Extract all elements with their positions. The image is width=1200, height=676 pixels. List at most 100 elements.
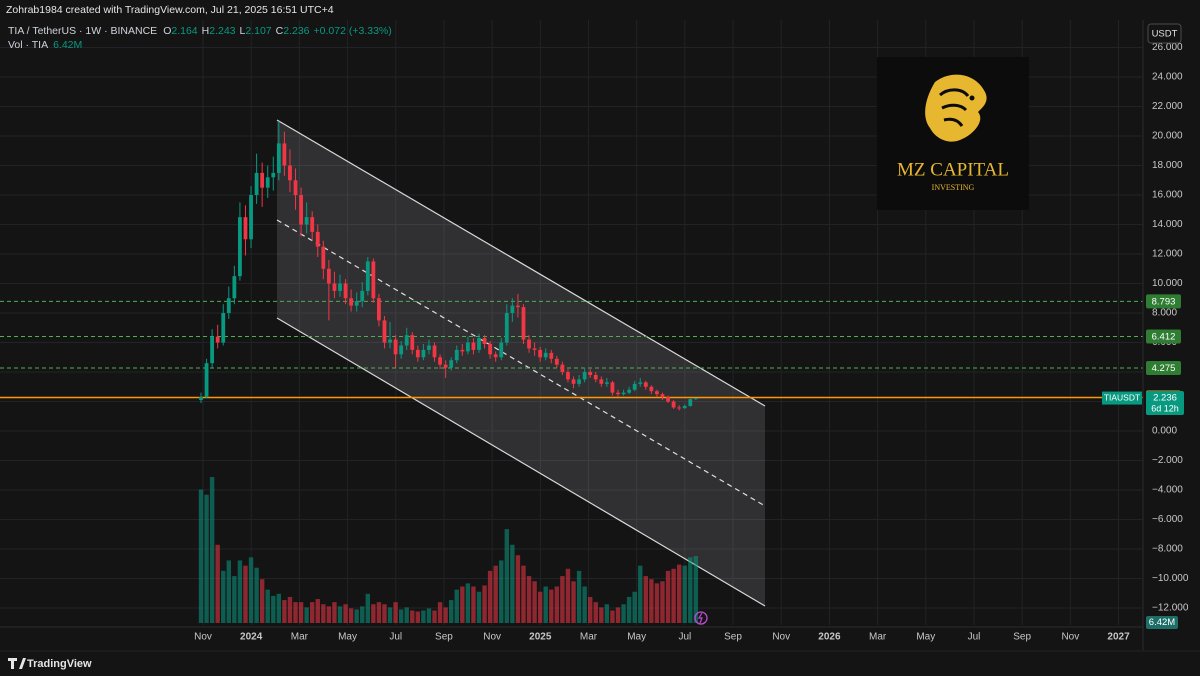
volume-title: Vol · TIA <box>8 39 48 51</box>
volume-bar <box>582 586 587 623</box>
candle-body <box>415 349 420 358</box>
footer-text: TradingView <box>27 658 92 670</box>
candle-body <box>399 345 404 355</box>
channel-lower <box>276 317 766 607</box>
candle-body <box>310 217 315 232</box>
volume-bar <box>248 557 254 623</box>
candle-body <box>632 383 637 390</box>
volume-bar <box>693 556 699 623</box>
candle-body <box>582 372 587 380</box>
candle-body <box>599 379 604 384</box>
candle-body <box>621 392 626 395</box>
currency-label[interactable]: USDT <box>1152 29 1178 40</box>
candle-body <box>643 382 648 387</box>
volume-bar <box>354 609 359 623</box>
level-label: 4.275 <box>1152 363 1176 374</box>
change: +0.072 (+3.33%) <box>314 25 392 37</box>
candle-body <box>543 352 548 358</box>
parallel-channel <box>276 119 766 607</box>
x-tick-label: Nov <box>1061 632 1079 643</box>
logo-title: MZ CAPITAL <box>897 159 1009 180</box>
volume-bar <box>610 610 615 623</box>
level-box <box>1146 294 1181 309</box>
candle-body <box>604 382 609 384</box>
y-tick-label: 12.000 <box>1152 249 1183 260</box>
candle-body <box>254 172 259 196</box>
volume-bar <box>537 591 543 623</box>
candle-body <box>288 165 292 181</box>
volume-bar <box>271 595 276 623</box>
alert-icon[interactable] <box>694 611 708 625</box>
candle-body <box>404 335 409 346</box>
volume-bar <box>315 599 320 623</box>
symbol: TIA / TetherUS · 1W · BINANCE <box>8 25 157 37</box>
candle-body <box>221 313 226 343</box>
volume-bar <box>226 560 231 623</box>
volume-bar <box>332 602 337 623</box>
candle-body <box>460 349 465 352</box>
volume-bar <box>410 610 415 623</box>
y-tick-label: 26.000 <box>1152 42 1183 53</box>
currency-button[interactable] <box>1147 23 1182 44</box>
countdown: 6d 12h <box>1151 403 1179 413</box>
levels <box>0 300 1143 399</box>
candle-body <box>610 382 615 393</box>
candle-body <box>349 298 354 306</box>
candle-body <box>238 217 242 277</box>
volume-bar <box>643 576 648 623</box>
volume-bar <box>660 581 665 623</box>
candle-body <box>510 305 515 314</box>
candle-body <box>204 363 209 398</box>
candle-body <box>293 180 298 196</box>
y-tick-label: 20.000 <box>1152 131 1183 142</box>
ohlc-value: 2.164 <box>171 25 197 37</box>
volume-bar <box>282 600 287 623</box>
candle-body <box>532 348 537 350</box>
volume-bar <box>638 565 643 623</box>
lion-eye <box>969 95 975 101</box>
y-tick-label: 22.000 <box>1152 101 1183 112</box>
candle-body <box>276 143 281 173</box>
grid <box>0 20 1143 625</box>
candle-body <box>554 358 559 365</box>
x-tick-label: 2027 <box>1107 632 1130 643</box>
volume-bar <box>599 607 604 623</box>
candle-body <box>566 372 570 380</box>
volume-bar <box>371 604 376 623</box>
candle-body <box>627 389 632 393</box>
volume-bar <box>393 602 398 623</box>
candle-body <box>338 283 342 291</box>
volume-bar <box>254 567 259 623</box>
lion-head <box>925 74 987 142</box>
lion-mane <box>939 88 970 127</box>
volume-bar <box>215 544 220 623</box>
volume-bar <box>243 565 248 623</box>
volume-bar <box>665 570 671 623</box>
last-price-label: 2.236 <box>1153 393 1177 404</box>
candle-body <box>354 301 359 306</box>
ohlc-letter: C <box>276 25 284 37</box>
candle-body <box>377 298 381 321</box>
volume-bar <box>449 600 454 623</box>
volume-bar <box>415 611 421 623</box>
candle-body <box>343 283 348 299</box>
candle-body <box>210 336 215 364</box>
volume-bar <box>426 608 432 623</box>
volume-bar <box>676 564 682 623</box>
candle-body <box>215 336 220 343</box>
candle-body <box>432 345 437 358</box>
volume-bar <box>487 570 493 623</box>
x-tick-label: May <box>627 632 646 643</box>
candle-body <box>465 342 470 352</box>
candle-body <box>427 345 431 350</box>
volume-bar <box>621 604 626 623</box>
y-tick-label: 18.000 <box>1152 160 1183 171</box>
volume-bar <box>437 602 443 623</box>
candle-body <box>482 338 487 345</box>
volume-bar <box>493 565 498 623</box>
volume-bar <box>560 576 565 623</box>
x-tick-label: Sep <box>435 632 453 643</box>
volume-bar <box>682 565 687 623</box>
x-tick-label: Mar <box>580 632 598 643</box>
